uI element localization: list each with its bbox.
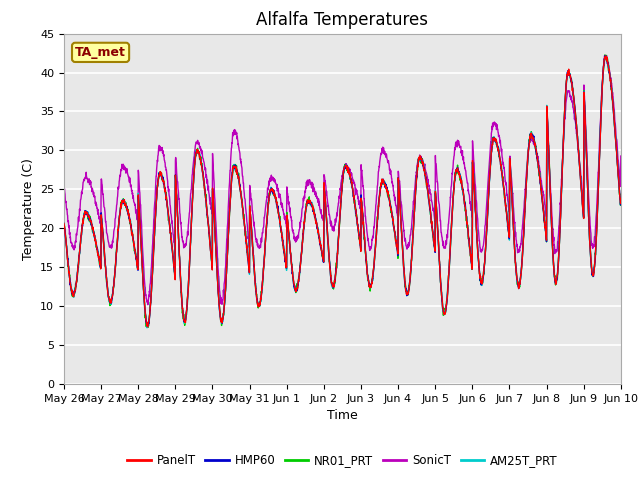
Y-axis label: Temperature (C): Temperature (C) (22, 158, 35, 260)
Legend: PanelT, HMP60, NR01_PRT, SonicT, AM25T_PRT: PanelT, HMP60, NR01_PRT, SonicT, AM25T_P… (122, 449, 563, 472)
X-axis label: Time: Time (327, 409, 358, 422)
Title: Alfalfa Temperatures: Alfalfa Temperatures (257, 11, 428, 29)
Text: TA_met: TA_met (75, 46, 126, 59)
